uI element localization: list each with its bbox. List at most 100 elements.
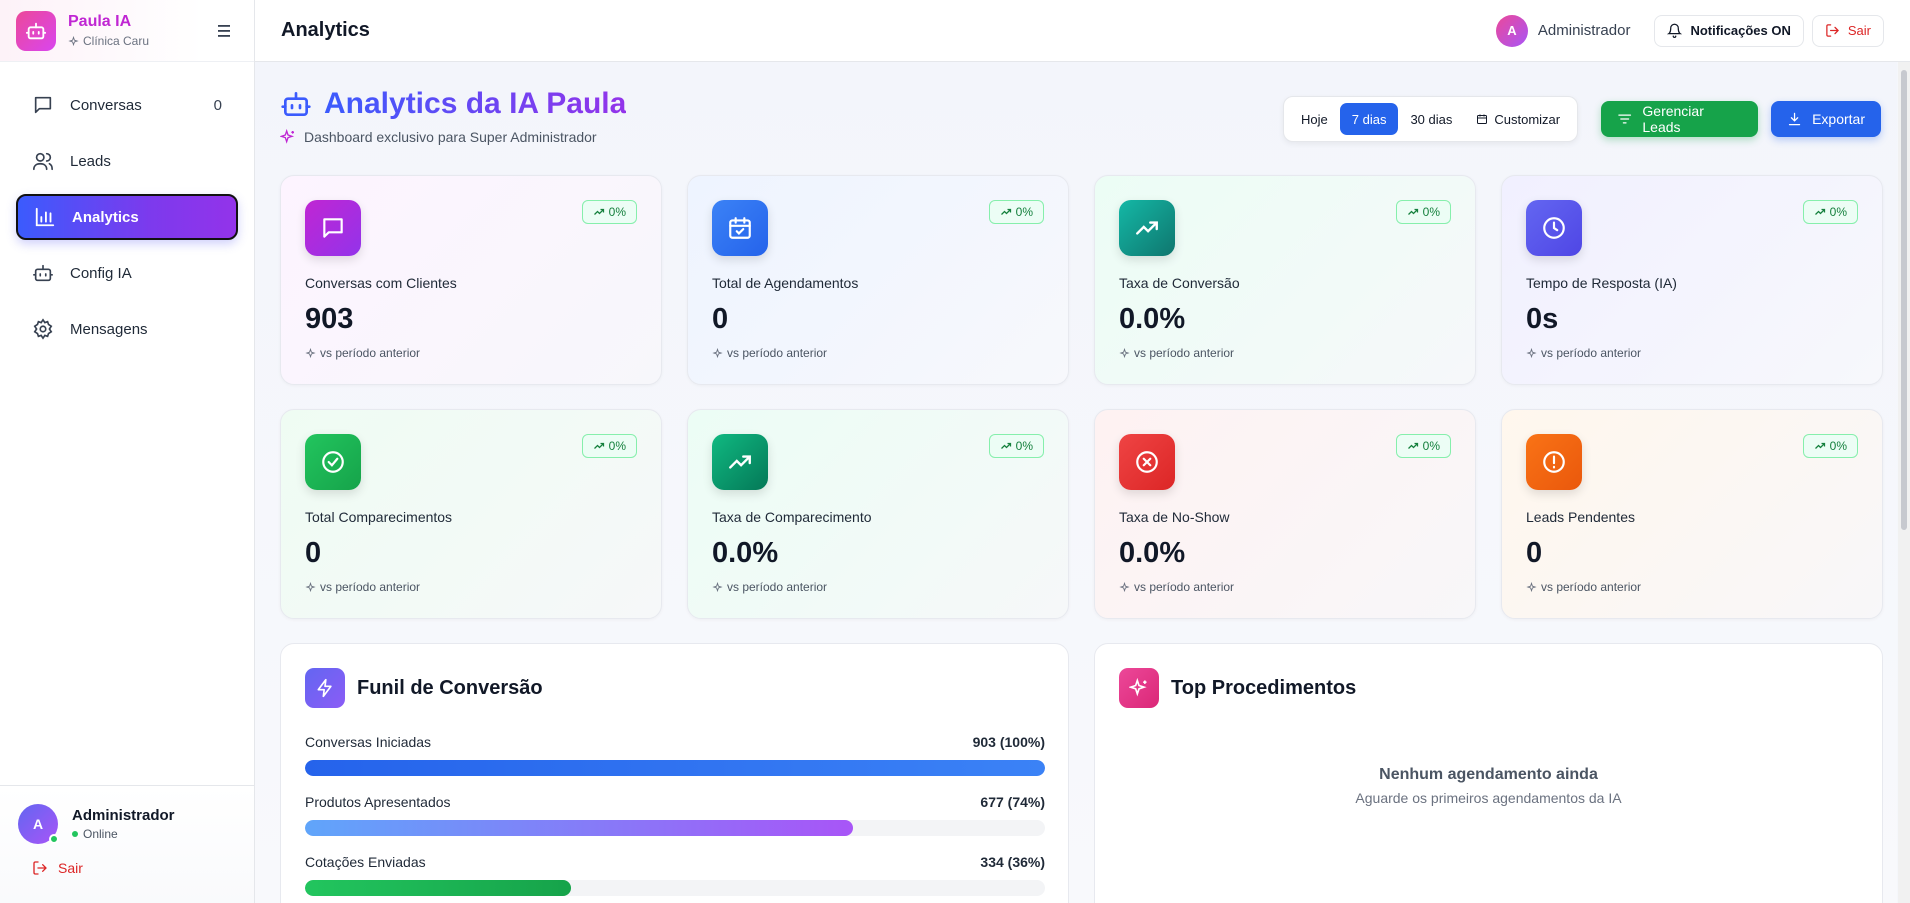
stat-compare: vs período anterior bbox=[712, 346, 827, 360]
stat-value: 0.0% bbox=[1119, 303, 1186, 335]
stat-compare: vs período anterior bbox=[1119, 580, 1234, 594]
dashboard-subtitle: Dashboard exclusivo para Super Administr… bbox=[304, 129, 597, 145]
funnel-step-label: Conversas Iniciadas bbox=[305, 734, 432, 750]
robot-icon bbox=[16, 10, 56, 51]
funnel-step-value: 334 (36%) bbox=[980, 854, 1045, 870]
stat-value: 0 bbox=[1526, 537, 1543, 569]
alert-circle-icon bbox=[1526, 434, 1582, 490]
funnel-step-label: Cotações Enviadas bbox=[305, 854, 426, 870]
topbar: Analytics A Administrador Notificações O… bbox=[255, 0, 1910, 62]
stat-compare: vs período anterior bbox=[1526, 346, 1641, 360]
stat-compare: vs período anterior bbox=[1119, 346, 1234, 360]
stat-card-conversao: 0% Taxa de Conversão 0.0% vs período ant… bbox=[1094, 175, 1476, 385]
stat-compare: vs período anterior bbox=[305, 346, 420, 360]
sidebar-item-leads[interactable]: Leads bbox=[16, 138, 238, 184]
users-icon bbox=[32, 149, 56, 173]
stat-value: 0s bbox=[1526, 303, 1559, 335]
manage-leads-label: Gerenciar Leads bbox=[1642, 103, 1704, 135]
sidebar-item-label: Config IA bbox=[70, 264, 132, 282]
funnel-step-value: 903 (100%) bbox=[972, 734, 1045, 750]
topbar-user-name: Administrador bbox=[1537, 22, 1631, 39]
manage-leads-button[interactable]: Gerenciar Leads bbox=[1601, 101, 1758, 137]
stat-compare: vs período anterior bbox=[305, 580, 420, 594]
brand-title: Paula IA bbox=[68, 13, 132, 30]
brand: Paula IA Clínica Caru bbox=[0, 0, 254, 62]
range-7-days-button[interactable]: 7 dias bbox=[1339, 103, 1399, 135]
change-badge: 0% bbox=[1395, 200, 1451, 224]
page-title: Analytics bbox=[281, 19, 370, 41]
trending-up-icon bbox=[1407, 442, 1418, 449]
stat-value: 0.0% bbox=[1119, 537, 1186, 569]
scrollbar-thumb[interactable] bbox=[1901, 70, 1907, 530]
stat-label: Tempo de Resposta (IA) bbox=[1526, 275, 1677, 291]
stat-card-leads-pendentes: 0% Leads Pendentes 0 vs período anterior bbox=[1501, 409, 1883, 619]
trending-up-icon bbox=[1814, 442, 1825, 449]
empty-state-title: Nenhum agendamento ainda bbox=[1379, 766, 1598, 783]
user-name: Administrador bbox=[72, 807, 175, 824]
notifications-button[interactable]: Notificações ON bbox=[1654, 14, 1804, 47]
stat-compare: vs período anterior bbox=[1526, 580, 1641, 594]
logout-icon bbox=[33, 861, 47, 875]
x-circle-icon bbox=[1119, 434, 1175, 490]
funnel-step-label: Produtos Apresentados bbox=[305, 794, 451, 810]
logout-icon bbox=[1826, 24, 1839, 37]
topbar-logout-label: Sair bbox=[1847, 23, 1871, 38]
range-custom-button[interactable]: Customizar bbox=[1464, 103, 1572, 135]
stat-label: Conversas com Clientes bbox=[305, 275, 457, 291]
date-range-selector: Hoje 7 dias 30 dias Customizar bbox=[1283, 96, 1579, 142]
stat-value: 903 bbox=[305, 303, 354, 335]
funnel-step: Conversas Iniciadas 903 (100%) bbox=[305, 734, 1045, 776]
sparkles-icon bbox=[1119, 347, 1130, 358]
sidebar-item-label: Mensagens bbox=[70, 320, 148, 338]
trending-up-icon bbox=[1000, 208, 1011, 215]
sidebar-nav: Conversas 0 Leads Analytics Config IA Me… bbox=[0, 62, 254, 352]
user-status: Online bbox=[83, 827, 118, 841]
trending-up-icon bbox=[1407, 208, 1418, 215]
topbar-user[interactable]: A Administrador bbox=[1495, 14, 1631, 47]
stat-card-taxa-comparecimento: 0% Taxa de Comparecimento 0.0% vs períod… bbox=[687, 409, 1069, 619]
scrollbar[interactable] bbox=[1898, 62, 1910, 903]
export-button[interactable]: Exportar bbox=[1771, 101, 1881, 137]
sidebar-item-analytics[interactable]: Analytics bbox=[16, 194, 238, 240]
sidebar-item-mensagens[interactable]: Mensagens bbox=[16, 306, 238, 352]
page-header: Analytics da IA Paula Dashboard exclusiv… bbox=[280, 87, 626, 145]
funnel-bar bbox=[305, 880, 1045, 896]
change-badge: 0% bbox=[988, 434, 1044, 458]
trending-up-icon bbox=[1814, 208, 1825, 215]
change-badge: 0% bbox=[1802, 200, 1858, 224]
funnel-bar-fill bbox=[305, 820, 853, 836]
sidebar-item-config-ia[interactable]: Config IA bbox=[16, 250, 238, 296]
sidebar-item-label: Analytics bbox=[72, 208, 139, 226]
sidebar-footer: A Administrador Online Sair bbox=[0, 785, 254, 903]
top-procedures-panel: Top Procedimentos Nenhum agendamento ain… bbox=[1094, 643, 1883, 903]
stat-label: Taxa de Comparecimento bbox=[712, 509, 872, 525]
change-badge: 0% bbox=[1395, 434, 1451, 458]
topbar-logout-button[interactable]: Sair bbox=[1811, 14, 1884, 47]
top-procedures-title: Top Procedimentos bbox=[1171, 676, 1357, 699]
sparkles-icon bbox=[68, 35, 79, 46]
range-today-button[interactable]: Hoje bbox=[1301, 111, 1328, 127]
clock-icon bbox=[1526, 200, 1582, 256]
dashboard-title: Analytics da IA Paula bbox=[324, 87, 627, 120]
export-label: Exportar bbox=[1812, 111, 1865, 127]
sidebar-item-label: Conversas bbox=[70, 96, 142, 114]
hamburger-menu-icon[interactable] bbox=[214, 19, 238, 43]
stat-card-agendamentos: 0% Total de Agendamentos 0 vs período an… bbox=[687, 175, 1069, 385]
calendar-check-icon bbox=[712, 200, 768, 256]
stat-card-comparecimentos: 0% Total Comparecimentos 0 vs período an… bbox=[280, 409, 662, 619]
sidebar-item-count: 0 bbox=[213, 96, 222, 114]
stat-value: 0 bbox=[305, 537, 322, 569]
sidebar-item-conversas[interactable]: Conversas 0 bbox=[16, 82, 238, 128]
sparkles-icon bbox=[1119, 581, 1130, 592]
funnel-step: Cotações Enviadas 334 (36%) bbox=[305, 854, 1045, 896]
robot-icon bbox=[281, 92, 311, 116]
logout-button[interactable]: Sair bbox=[18, 860, 236, 876]
bell-icon bbox=[1667, 23, 1683, 38]
funnel-panel: Funil de Conversão Conversas Iniciadas 90… bbox=[280, 643, 1069, 903]
check-circle-icon bbox=[305, 434, 361, 490]
sparkles-icon bbox=[712, 581, 723, 592]
change-badge: 0% bbox=[581, 200, 637, 224]
avatar: A bbox=[18, 804, 59, 844]
sparkles-icon bbox=[305, 581, 316, 592]
range-30-days-button[interactable]: 30 dias bbox=[1410, 111, 1453, 127]
